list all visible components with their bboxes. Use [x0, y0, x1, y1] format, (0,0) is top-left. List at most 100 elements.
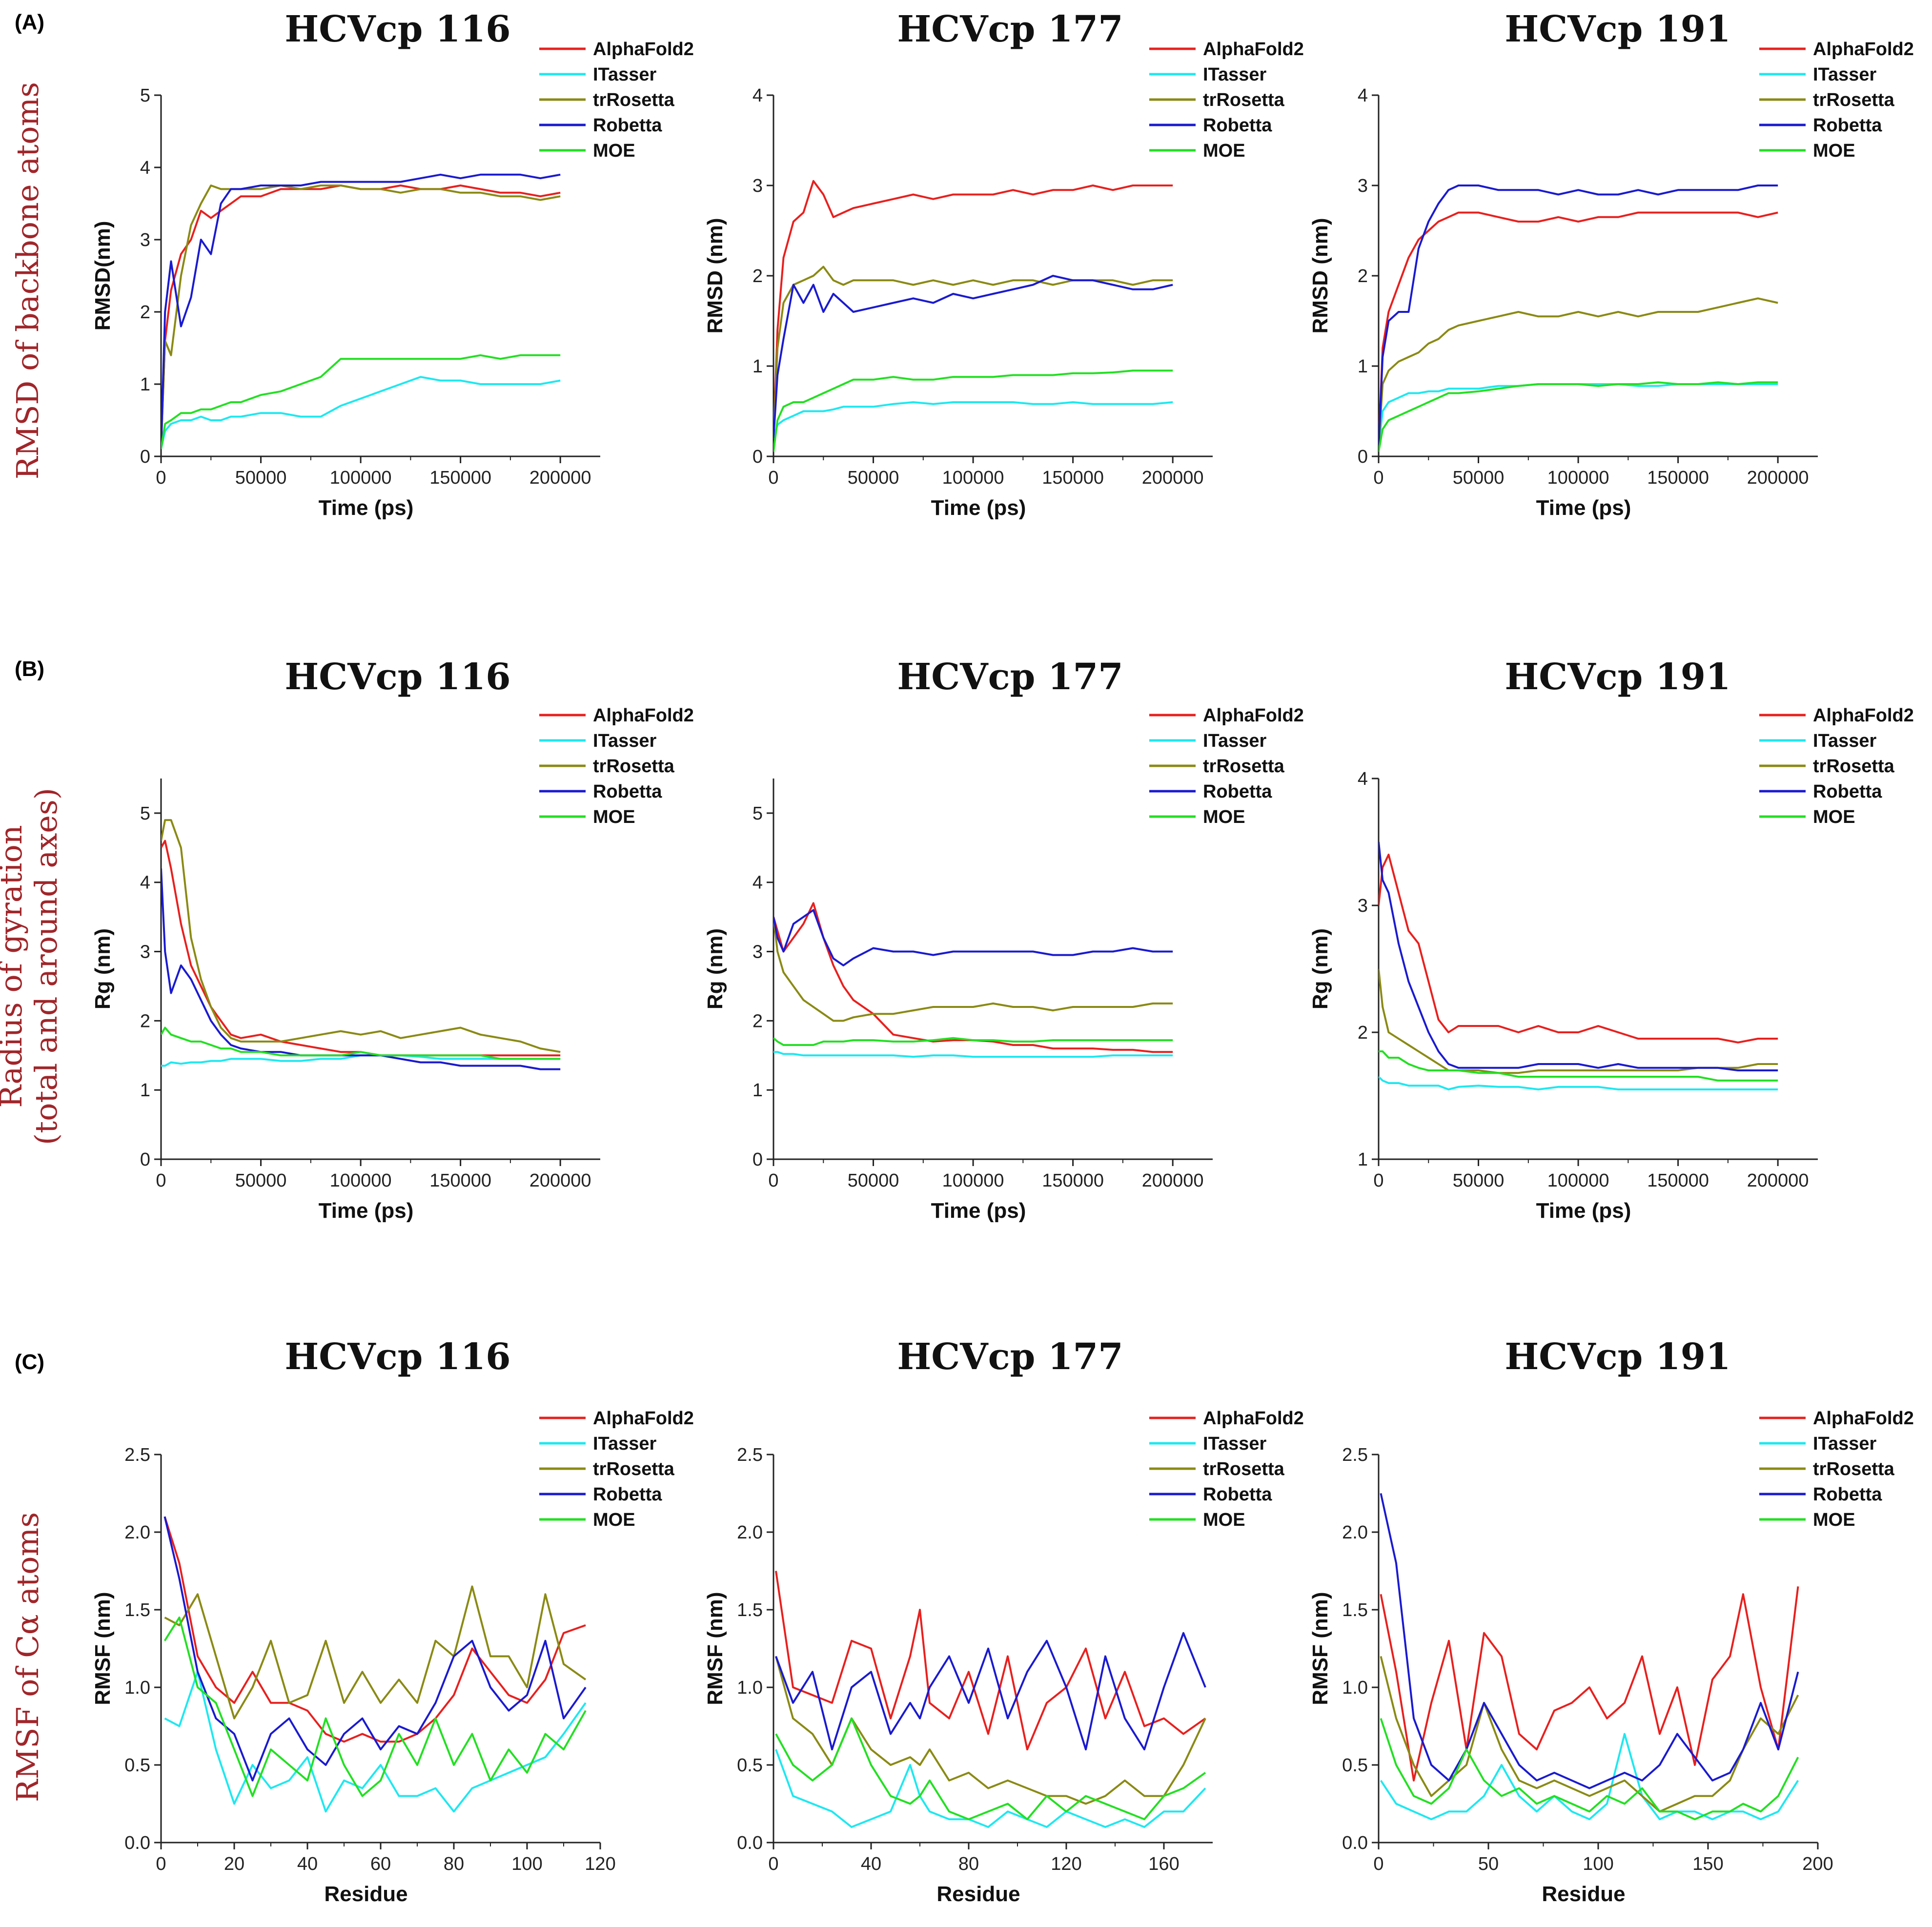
legend-label: Robetta — [1203, 115, 1272, 136]
y-tick-label: 2.5 — [124, 1445, 150, 1465]
chart-panel: HCVcp 177 0.0 0.5 1.0 1.5 2.0 2.5 0 40 80 120 160 Re… — [703, 1336, 1304, 1906]
x-tick-label: 150000 — [1647, 468, 1709, 488]
series-line-robetta — [161, 173, 561, 450]
chart-panel: HCVcp 177 0 1 2 3 4 0 50000 100000 150000 200000 Ti… — [703, 8, 1304, 520]
y-tick-label: 1.5 — [124, 1600, 150, 1620]
x-tick-label: 50000 — [848, 468, 899, 488]
x-tick-label: 120 — [585, 1854, 615, 1874]
series-line-trrosetta — [161, 184, 561, 450]
y-axis-label: RMSD(nm) — [91, 221, 115, 331]
x-axis-label: Residue — [1542, 1882, 1625, 1906]
x-axis-label: Time (ps) — [319, 1199, 414, 1223]
x-tick-label: 50000 — [235, 468, 287, 488]
y-tick-label: 0 — [752, 447, 763, 467]
x-tick-label: 100000 — [942, 468, 1004, 488]
x-tick-label: 100000 — [330, 1170, 392, 1191]
y-tick-label: 3 — [752, 176, 763, 196]
y-tick-label: 1 — [140, 1080, 150, 1101]
x-tick-label: 200000 — [1142, 1170, 1204, 1191]
x-tick-label: 40 — [861, 1854, 881, 1874]
y-axis-label: RMSF (nm) — [1308, 1592, 1332, 1705]
y-tick-label: 0.5 — [1342, 1755, 1368, 1776]
y-tick-label: 4 — [752, 85, 763, 106]
legend-label: Robetta — [593, 1484, 662, 1505]
series-line-moe — [1380, 1718, 1799, 1821]
row-label-line: Radius of gyration — [0, 825, 29, 1107]
chart-title: HCVcp 191 — [1505, 8, 1730, 50]
chart-panel: HCVcp 116 0 1 2 3 4 5 0 50000 100000 150000 200000 T… — [91, 8, 694, 520]
x-tick-label: 0 — [768, 1854, 778, 1874]
y-tick-label: 5 — [140, 803, 150, 824]
legend-label: trRosetta — [593, 90, 675, 110]
x-tick-label: 150000 — [429, 1170, 491, 1191]
legend-label: AlphaFold2 — [1203, 705, 1304, 726]
x-tick-label: 150 — [1692, 1854, 1723, 1874]
series-line-itasser — [775, 1749, 1206, 1828]
y-tick-label: 1 — [140, 374, 150, 395]
series-line-moe — [163, 1616, 587, 1797]
x-tick-label: 100 — [1583, 1854, 1613, 1874]
series-line-moe — [1379, 381, 1778, 452]
x-tick-label: 100000 — [330, 468, 392, 488]
row-labels: (A) RMSD of backbone atoms (B) Radius of gy… — [0, 10, 64, 1802]
x-tick-label: 80 — [444, 1854, 464, 1874]
series-line-alphafold2 — [1379, 211, 1778, 448]
legend-label: AlphaFold2 — [1203, 39, 1304, 60]
x-tick-label: 0 — [768, 468, 778, 488]
x-tick-label: 50000 — [848, 1170, 899, 1191]
legend-label: MOE — [1813, 141, 1855, 161]
series-line-itasser — [161, 376, 561, 450]
x-tick-label: 120 — [1051, 1854, 1081, 1874]
x-tick-label: 150000 — [429, 468, 491, 488]
x-tick-label: 0 — [768, 1170, 778, 1191]
x-tick-label: 150000 — [1042, 1170, 1104, 1191]
legend-label: ITasser — [1813, 1434, 1876, 1454]
x-tick-label: 100 — [511, 1854, 542, 1874]
legend-label: MOE — [1203, 807, 1245, 827]
y-tick-label: 3 — [140, 230, 150, 250]
legend-label: trRosetta — [1203, 1459, 1285, 1479]
y-tick-label: 0.0 — [124, 1833, 150, 1853]
legend-label: Robetta — [1813, 781, 1882, 802]
x-tick-label: 100000 — [1547, 468, 1609, 488]
legend-label: MOE — [1813, 1510, 1855, 1530]
legend-label: AlphaFold2 — [1813, 705, 1914, 726]
series-line-itasser — [164, 1671, 587, 1813]
y-tick-label: 2 — [752, 1011, 763, 1031]
row-label-line: RMSF of Cα atoms — [10, 1512, 45, 1802]
y-tick-label: 4 — [1358, 769, 1368, 789]
x-axis-label: Time (ps) — [1536, 496, 1631, 520]
x-tick-label: 100000 — [1547, 1170, 1609, 1191]
x-tick-label: 0 — [156, 1170, 166, 1191]
legend-label: AlphaFold2 — [1813, 1408, 1914, 1429]
y-tick-label: 2 — [140, 1011, 150, 1031]
chart-panel: HCVcp 116 0 1 2 3 4 5 0 50000 100000 150000 200000 T… — [91, 656, 694, 1223]
chart-panel: HCVcp 116 0.0 0.5 1.0 1.5 2.0 2.5 0 20 40 60 80 100 1… — [91, 1336, 694, 1906]
y-tick-label: 1.5 — [1342, 1600, 1368, 1620]
row-label: RMSD of backbone atoms — [10, 82, 45, 479]
legend-label: trRosetta — [593, 756, 675, 777]
y-tick-label: 4 — [140, 873, 150, 893]
legend-label: MOE — [593, 807, 635, 827]
legend-label: Robetta — [1813, 115, 1882, 136]
chart-panel: HCVcp 191 0 1 2 3 4 0 50000 100000 150000 200000 Ti… — [1308, 8, 1914, 520]
series-line-itasser — [773, 401, 1173, 439]
series-line-moe — [773, 369, 1173, 452]
legend-label: MOE — [1813, 807, 1855, 827]
series-line-robetta — [1380, 1493, 1799, 1789]
y-tick-label: 4 — [140, 158, 150, 178]
x-axis-label: Time (ps) — [931, 496, 1026, 520]
series-line-moe — [161, 354, 561, 450]
y-tick-label: 1.5 — [737, 1600, 763, 1620]
y-axis-label: RMSF (nm) — [703, 1592, 727, 1705]
legend-label: Robetta — [1203, 1484, 1272, 1505]
y-tick-label: 1.0 — [1342, 1678, 1368, 1698]
y-tick-label: 0 — [1358, 447, 1368, 467]
y-tick-label: 2 — [1358, 266, 1368, 287]
legend-label: ITasser — [1203, 64, 1266, 85]
y-tick-label: 3 — [140, 942, 150, 963]
x-tick-label: 50000 — [235, 1170, 287, 1191]
